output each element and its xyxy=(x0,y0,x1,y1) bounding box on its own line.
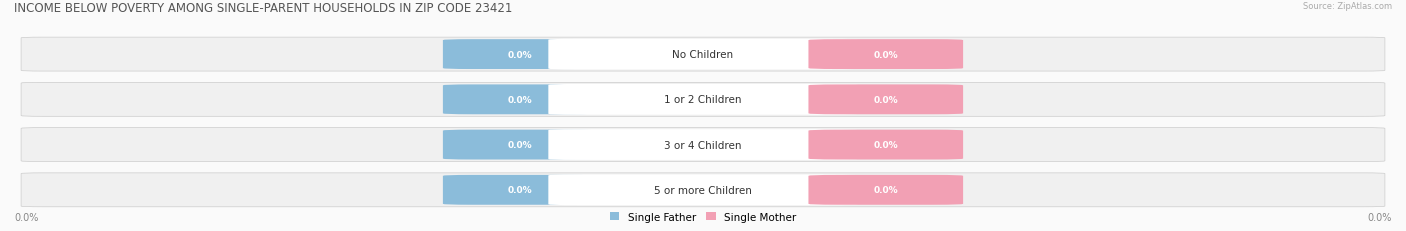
Text: 5 or more Children: 5 or more Children xyxy=(654,185,752,195)
Text: 0.0%: 0.0% xyxy=(14,212,38,222)
Text: No Children: No Children xyxy=(672,50,734,60)
FancyBboxPatch shape xyxy=(21,173,1385,207)
Text: 0.0%: 0.0% xyxy=(508,95,533,104)
FancyBboxPatch shape xyxy=(21,83,1385,117)
Text: 0.0%: 0.0% xyxy=(873,50,898,59)
FancyBboxPatch shape xyxy=(808,130,963,160)
Text: 0.0%: 0.0% xyxy=(508,50,533,59)
Text: 1 or 2 Children: 1 or 2 Children xyxy=(664,95,742,105)
FancyBboxPatch shape xyxy=(21,38,1385,72)
Text: 0.0%: 0.0% xyxy=(873,95,898,104)
FancyBboxPatch shape xyxy=(548,40,858,70)
Text: INCOME BELOW POVERTY AMONG SINGLE-PARENT HOUSEHOLDS IN ZIP CODE 23421: INCOME BELOW POVERTY AMONG SINGLE-PARENT… xyxy=(14,2,512,15)
FancyBboxPatch shape xyxy=(443,130,598,160)
Text: Source: ZipAtlas.com: Source: ZipAtlas.com xyxy=(1303,2,1392,11)
FancyBboxPatch shape xyxy=(443,40,598,70)
Text: 0.0%: 0.0% xyxy=(873,185,898,195)
Legend: Single Father, Single Mother: Single Father, Single Mother xyxy=(606,208,800,226)
FancyBboxPatch shape xyxy=(808,175,963,205)
FancyBboxPatch shape xyxy=(548,85,858,115)
FancyBboxPatch shape xyxy=(808,40,963,70)
Text: 3 or 4 Children: 3 or 4 Children xyxy=(664,140,742,150)
FancyBboxPatch shape xyxy=(808,85,963,115)
FancyBboxPatch shape xyxy=(548,175,858,205)
Text: 0.0%: 0.0% xyxy=(873,140,898,149)
Text: 0.0%: 0.0% xyxy=(1368,212,1392,222)
FancyBboxPatch shape xyxy=(21,128,1385,162)
FancyBboxPatch shape xyxy=(548,130,858,160)
Text: 0.0%: 0.0% xyxy=(508,185,533,195)
Text: 0.0%: 0.0% xyxy=(508,140,533,149)
FancyBboxPatch shape xyxy=(443,85,598,115)
FancyBboxPatch shape xyxy=(443,175,598,205)
